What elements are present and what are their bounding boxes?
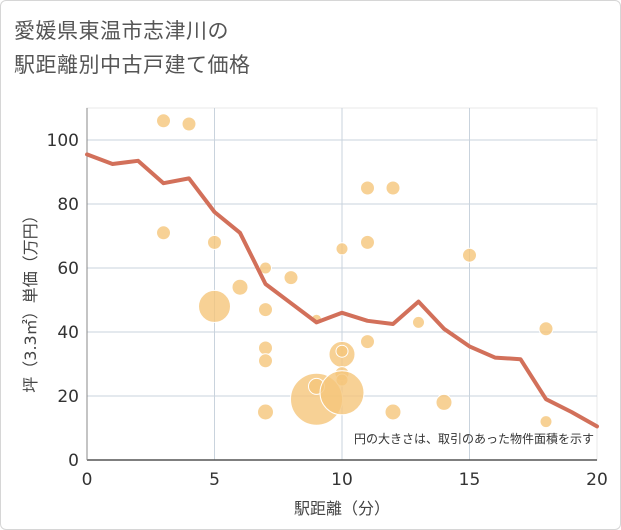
- y-tick-label: 40: [57, 323, 79, 343]
- x-axis-title: 駅距離（分）: [294, 499, 390, 518]
- trend-line-layer: [85, 152, 599, 429]
- data-bubble: [257, 403, 274, 421]
- data-bubble: [181, 116, 197, 132]
- x-tick-label: 0: [82, 470, 93, 490]
- data-bubble: [198, 289, 231, 323]
- tick-labels: 0 20 40 60 80 100 0 5 10 15 20: [47, 131, 608, 490]
- data-bubble: [258, 302, 273, 318]
- data-bubble: [385, 180, 401, 196]
- data-bubble: [360, 180, 375, 196]
- y-tick-label: 0: [68, 451, 79, 471]
- data-bubble: [258, 353, 273, 369]
- size-annotation: 円の大きさは、取引のあった物件面積を示す: [354, 431, 594, 446]
- data-bubble: [539, 415, 553, 429]
- data-bubble: [412, 315, 425, 329]
- chart-title-line1: 愛媛県東温市志津川の: [14, 19, 229, 43]
- data-bubble: [384, 403, 402, 421]
- y-tick-label: 100: [47, 131, 79, 151]
- chart-title: 愛媛県東温市志津川の 駅距離別中古戸建て価格: [14, 14, 251, 82]
- data-bubble: [207, 234, 222, 250]
- x-tick-label: 15: [459, 470, 481, 490]
- y-axis-title: 坪（3.3㎡）単価（万円）: [21, 207, 40, 392]
- data-bubble: [335, 344, 349, 358]
- data-bubble: [319, 370, 365, 416]
- data-bubble: [156, 225, 171, 241]
- data-bubble: [283, 270, 299, 286]
- chart-title-line2: 駅距離別中古戸建て価格: [14, 53, 251, 77]
- data-bubble: [335, 242, 349, 256]
- data-bubble: [462, 247, 477, 263]
- data-bubble: [435, 393, 453, 411]
- data-bubble: [360, 334, 375, 350]
- data-bubble: [231, 278, 249, 296]
- data-bubble: [156, 113, 171, 129]
- grid-lines: [86, 107, 598, 461]
- data-bubble: [538, 321, 554, 337]
- y-tick-label: 80: [57, 195, 79, 215]
- x-tick-label: 10: [331, 470, 353, 490]
- data-bubble: [360, 234, 375, 250]
- data-bubble: [258, 340, 273, 356]
- y-tick-label: 20: [57, 387, 79, 407]
- x-tick-label: 5: [209, 470, 220, 490]
- average-price-line: [85, 152, 599, 429]
- x-tick-label: 20: [586, 470, 608, 490]
- bubbles-layer: [156, 113, 554, 429]
- y-tick-label: 60: [57, 259, 79, 279]
